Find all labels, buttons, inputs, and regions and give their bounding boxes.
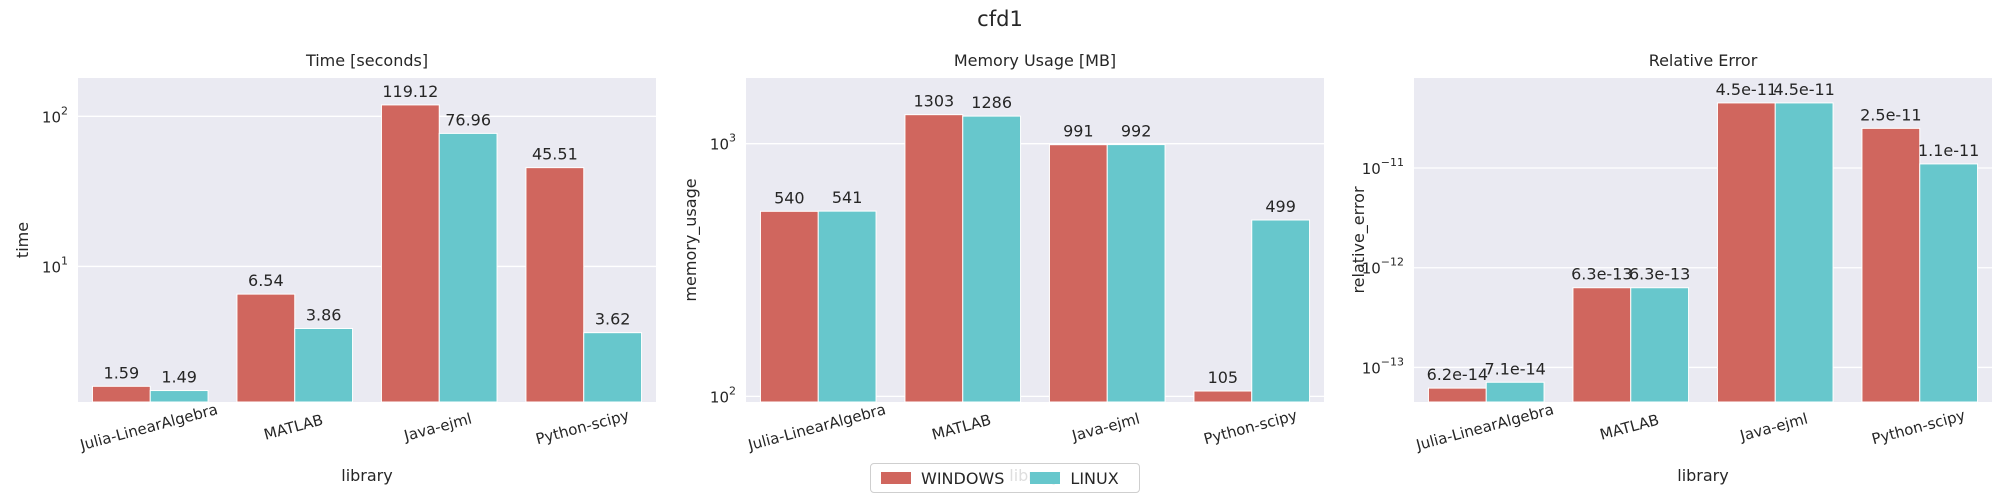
data-label: 3.62 (595, 310, 631, 329)
data-label: 45.51 (532, 145, 578, 164)
data-label: 6.54 (248, 271, 284, 290)
data-label: 1.59 (104, 363, 140, 382)
data-label: 6.3e-13 (1629, 265, 1690, 284)
panel-memory-usage-mb: 102 103 540 541 Julia-LinearAlgebra 1303 1286 M… (681, 51, 1324, 485)
data-label: 76.96 (445, 110, 491, 129)
y-tick-label: 10−11 (1362, 156, 1404, 178)
y-tick-label: 102 (42, 104, 68, 126)
bar-windows-matlab (1572, 287, 1632, 403)
x-tick-label: Python-scipy (1870, 406, 1968, 448)
panel-title: Memory Usage [MB] (954, 51, 1116, 70)
y-axis-label: memory_usage (681, 178, 701, 301)
data-label: 6.3e-13 (1571, 265, 1632, 284)
data-label: 7.1e-14 (1484, 359, 1545, 378)
y-tick-label: 103 (710, 132, 736, 154)
x-tick-label: MATLAB (262, 411, 325, 444)
bar-linux-java-ejml (1774, 102, 1834, 403)
legend: WINDOWS LINUX (870, 463, 1140, 493)
x-tick-label: Python-scipy (534, 406, 632, 448)
data-label: 1.49 (161, 368, 197, 387)
data-label: 6.2e-14 (1427, 365, 1488, 384)
bar-linux-matlab (294, 327, 354, 403)
y-tick-label: 101 (42, 254, 68, 276)
figure-title: cfd1 (977, 7, 1023, 31)
data-label: 119.12 (382, 82, 438, 101)
bar-windows-julia-linearalgebra (91, 385, 151, 403)
data-label: 4.5e-11 (1773, 80, 1834, 99)
bar-linux-python-scipy (1919, 163, 1979, 403)
data-label: 4.5e-11 (1716, 80, 1777, 99)
legend-label-windows: WINDOWS (921, 468, 1005, 488)
bar-linux-java-ejml (1106, 144, 1166, 403)
bar-windows-matlab (236, 293, 296, 403)
data-label: 1303 (913, 92, 954, 111)
x-tick-label: MATLAB (1598, 411, 1661, 444)
data-label: 3.86 (306, 305, 342, 324)
y-axis-label: relative_error (1349, 186, 1369, 294)
panel-relative-error: 10−13 10−12 10−11 6.2e-147.1e-14 Julia-Linea… (1349, 51, 1992, 485)
x-tick-label: Java-ejml (401, 410, 474, 446)
data-label: 992 (1121, 122, 1152, 141)
y-tick-label: 10−13 (1362, 355, 1404, 377)
bar-linux-java-ejml (438, 132, 498, 403)
bar-windows-julia-linearalgebra (1427, 387, 1487, 403)
x-tick-label: Julia-LinearAlgebra (745, 400, 887, 454)
bar-windows-julia-linearalgebra (759, 210, 819, 403)
bar-windows-java-ejml (380, 104, 440, 403)
bar-windows-python-scipy (525, 167, 585, 403)
x-tick-label: Java-ejml (1737, 410, 1810, 446)
bar-windows-matlab (904, 114, 964, 403)
data-label: 105 (1208, 368, 1239, 387)
y-tick-label: 10−12 (1362, 256, 1404, 278)
x-tick-label: Julia-LinearAlgebra (1413, 400, 1555, 454)
legend-item-windows: WINDOWS (881, 469, 1004, 488)
bar-linux-julia-linearalgebra (1485, 381, 1545, 403)
bar-linux-python-scipy (583, 332, 643, 403)
panel-time-seconds: 101 102 1.59 1.49 Julia-LinearAlgebra 6.54 3.8… (13, 51, 656, 485)
data-label: 991 (1063, 122, 1094, 141)
legend-swatch-linux (1030, 472, 1061, 484)
x-tick-label: MATLAB (930, 411, 993, 444)
data-label: 1.1e-11 (1918, 141, 1979, 160)
data-label: 541 (832, 188, 863, 207)
bar-windows-java-ejml (1716, 102, 1776, 403)
x-tick-label: Java-ejml (1069, 410, 1142, 446)
data-label: 540 (774, 188, 805, 207)
x-axis-label: library (1677, 466, 1728, 485)
bar-windows-java-ejml (1048, 144, 1108, 403)
bar-windows-python-scipy (1861, 127, 1921, 403)
bar-linux-python-scipy (1251, 219, 1311, 403)
x-tick-label: Julia-LinearAlgebra (77, 400, 219, 454)
legend-label-linux: LINUX (1070, 468, 1119, 488)
panel-title: Relative Error (1649, 51, 1758, 70)
data-label: 2.5e-11 (1860, 105, 1921, 124)
bar-linux-julia-linearalgebra (817, 210, 877, 403)
data-label: 499 (1265, 197, 1296, 216)
panel-title: Time [seconds] (305, 51, 428, 70)
x-tick-label: Python-scipy (1202, 406, 1300, 448)
x-axis-label: library (341, 466, 392, 485)
bar-windows-python-scipy (1193, 390, 1253, 403)
legend-item-linux: LINUX (1030, 468, 1119, 488)
bar-linux-julia-linearalgebra (149, 390, 209, 403)
bar-linux-matlab (962, 115, 1022, 403)
bar-linux-matlab (1630, 287, 1690, 403)
data-label: 1286 (971, 93, 1012, 112)
y-axis-label: time (13, 222, 32, 258)
y-tick-label: 102 (710, 384, 736, 406)
legend-swatch-windows (881, 472, 911, 484)
